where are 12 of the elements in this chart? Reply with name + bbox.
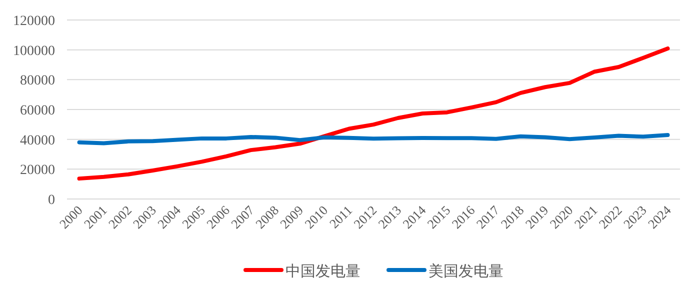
y-tick-label: 60000	[20, 104, 55, 118]
line-series	[77, 133, 670, 146]
y-tick-label: 80000	[20, 74, 55, 89]
y-tick-label: 0	[48, 193, 55, 208]
y-tick-label: 20000	[20, 163, 55, 178]
y-tick-label: 120000	[13, 14, 55, 29]
x-tick-label: 2011	[326, 202, 356, 232]
legend-label: 美国发电量	[428, 262, 504, 280]
y-tick-label: 100000	[13, 44, 55, 59]
line-series	[77, 46, 670, 181]
y-tick-label: 40000	[20, 133, 55, 148]
legend-label: 中国发电量	[286, 262, 360, 280]
